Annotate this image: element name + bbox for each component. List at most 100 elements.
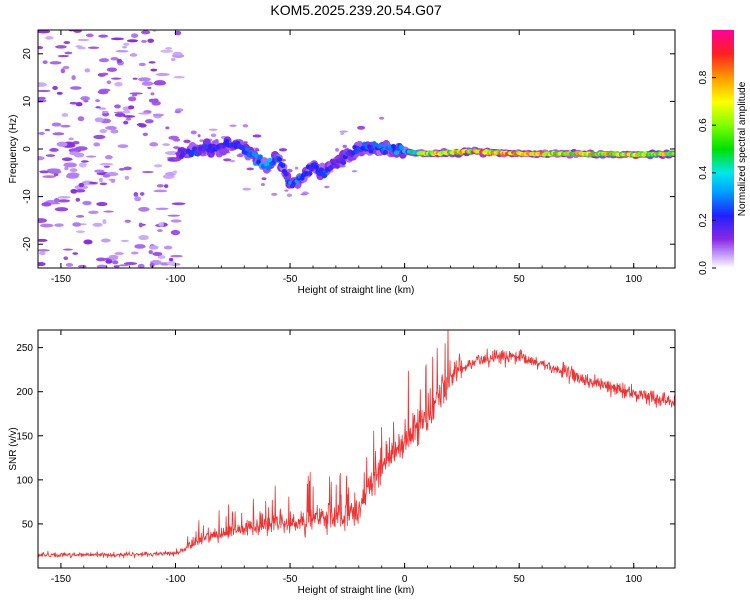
heatmap-cell xyxy=(155,207,169,210)
heatmap-cell xyxy=(153,189,168,193)
heatmap-cell xyxy=(123,115,136,118)
heatmap-cell xyxy=(132,77,138,80)
heatmap-cell xyxy=(64,51,73,55)
heatmap-cell xyxy=(98,34,109,38)
spectrogram-x-label: Height of straight line (km) xyxy=(298,285,415,296)
heatmap-cell xyxy=(137,263,145,268)
heatmap-cell xyxy=(342,144,347,148)
heatmap-cell xyxy=(56,91,63,95)
heatmap-cell xyxy=(398,144,405,150)
heatmap-cell xyxy=(148,98,156,103)
heatmap-cell xyxy=(49,202,61,205)
heatmap-cell xyxy=(99,162,114,166)
spectrogram-heatmap xyxy=(38,30,675,268)
heatmap-cell xyxy=(190,130,197,135)
y-tick-label: -20 xyxy=(22,237,33,252)
heatmap-cell xyxy=(60,68,66,74)
heatmap-cell xyxy=(94,169,105,173)
y-tick-label: 200 xyxy=(16,387,33,398)
x-tick-label: -150 xyxy=(51,274,71,285)
heatmap-cell xyxy=(75,197,81,202)
heatmap-cell xyxy=(334,164,340,169)
heatmap-cell xyxy=(45,154,56,157)
heatmap-cell xyxy=(165,126,170,130)
heatmap-cell xyxy=(77,38,90,42)
heatmap-cell xyxy=(123,262,138,266)
heatmap-cell xyxy=(70,188,78,194)
heatmap-cell xyxy=(294,166,299,170)
x-tick-label: -50 xyxy=(283,274,298,285)
heatmap-cell xyxy=(196,150,202,156)
spectrogram-frame xyxy=(37,29,676,269)
heatmap-cell xyxy=(95,257,107,262)
heatmap-cell xyxy=(155,72,170,77)
heatmap-cell xyxy=(66,173,79,179)
heatmap-cell xyxy=(39,223,54,228)
heatmap-cell xyxy=(166,261,177,266)
heatmap-cell xyxy=(62,248,73,251)
heatmap-cell xyxy=(208,128,218,131)
heatmap-cell xyxy=(75,45,83,48)
heatmap-cell xyxy=(122,110,131,114)
heatmap-cell xyxy=(261,177,267,180)
heatmap-cell xyxy=(38,262,46,267)
y-tick-label: 20 xyxy=(22,48,33,60)
heatmap-cell xyxy=(229,124,237,128)
heatmap-cell xyxy=(75,101,83,107)
heatmap-cell xyxy=(112,260,119,265)
heatmap-cell xyxy=(138,62,146,67)
heatmap-cell xyxy=(95,99,100,103)
heatmap-cell xyxy=(54,207,69,212)
heatmap-cell xyxy=(177,147,183,153)
heatmap-cell xyxy=(57,196,71,199)
y-tick-label: 250 xyxy=(16,343,33,354)
heatmap-cell xyxy=(341,160,347,166)
heatmap-cell xyxy=(69,101,78,105)
heatmap-cell xyxy=(148,249,154,255)
heatmap-cell xyxy=(81,160,89,163)
heatmap-cell xyxy=(87,46,100,49)
heatmap-cell xyxy=(276,157,283,162)
heatmap-cell xyxy=(71,75,76,81)
heatmap-cell xyxy=(60,124,71,128)
heatmap-cell xyxy=(94,117,104,123)
heatmap-cell xyxy=(97,89,109,95)
colorbar-gradient xyxy=(712,30,734,268)
heatmap-cell xyxy=(56,141,68,147)
figure-title: KOM5.2025.239.20.54.G07 xyxy=(270,2,441,18)
heatmap-cell xyxy=(99,129,108,134)
heatmap-cell xyxy=(96,264,107,268)
heatmap-cell xyxy=(114,104,121,109)
heatmap-cell xyxy=(52,85,58,91)
heatmap-cell xyxy=(139,192,145,196)
heatmap-cell xyxy=(244,146,251,152)
heatmap-cell xyxy=(101,110,109,114)
heatmap-cell xyxy=(83,239,93,245)
spectrogram-x-ticks: -150 -100 -50 0 50 100 xyxy=(37,30,658,285)
heatmap-cell xyxy=(65,262,74,267)
heatmap-cell xyxy=(38,218,48,223)
heatmap-cell xyxy=(53,173,59,177)
heatmap-cell xyxy=(72,252,79,255)
heatmap-cell xyxy=(115,49,129,53)
heatmap-cell xyxy=(160,49,173,53)
heatmap-cell xyxy=(307,171,313,176)
heatmap-cell xyxy=(158,222,164,227)
heatmap-cell xyxy=(38,30,51,34)
heatmap-cell xyxy=(138,77,151,82)
heatmap-cell xyxy=(118,167,126,171)
heatmap-cell xyxy=(84,68,91,73)
heatmap-cell xyxy=(52,132,65,136)
heatmap-cell xyxy=(38,249,50,252)
heatmap-cell xyxy=(54,223,64,227)
heatmap-cell xyxy=(265,165,271,171)
heatmap-cell xyxy=(138,206,150,212)
heatmap-cell xyxy=(82,200,92,206)
heatmap-cell xyxy=(134,244,146,249)
y-tick-label: 50 xyxy=(22,519,34,530)
heatmap-cell xyxy=(62,65,70,70)
heatmap-cell xyxy=(163,245,173,250)
heatmap-cell xyxy=(152,251,163,256)
heatmap-cell xyxy=(106,67,118,72)
heatmap-cell xyxy=(64,166,69,171)
